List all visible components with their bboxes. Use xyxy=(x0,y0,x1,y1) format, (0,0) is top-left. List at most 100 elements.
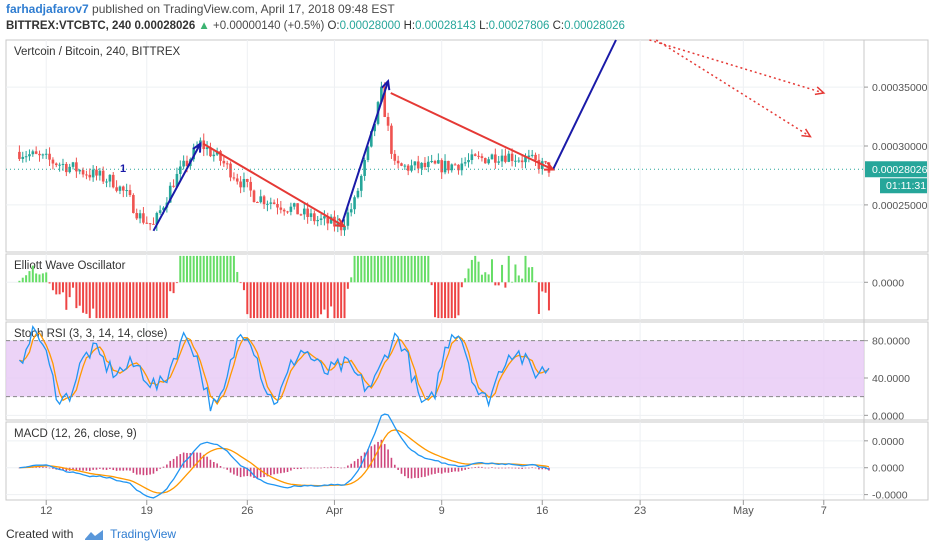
macd-hist-bar xyxy=(383,444,386,468)
candle-body xyxy=(423,162,427,168)
ewo-bar xyxy=(410,255,413,283)
macd-hist-bar xyxy=(333,467,336,469)
ewo-bar xyxy=(521,278,524,283)
ewo-bar xyxy=(175,282,178,284)
macd-hist-bar xyxy=(99,467,101,469)
macd-hist-bar xyxy=(511,467,513,469)
ewo-bar xyxy=(236,271,239,283)
candle-body xyxy=(128,190,132,196)
macd-hist-bar xyxy=(507,467,510,469)
ewo-bar xyxy=(256,282,259,319)
y-tick-label: 0.0000 xyxy=(872,463,904,475)
ewo-bar xyxy=(517,275,520,283)
macd-hist-bar xyxy=(521,467,523,469)
ewo-bar xyxy=(450,282,453,319)
chart-canvas[interactable]: 0.00035000 0.00030000 0.00025000 Vertcoin /… xyxy=(0,0,932,520)
macd-hist-bar xyxy=(122,467,125,471)
macd-hist-bar xyxy=(437,467,440,473)
ewo-bar xyxy=(514,264,517,283)
macd-hist-bar xyxy=(42,466,44,468)
macd-hist-bar xyxy=(434,467,436,474)
ewo-bar xyxy=(497,282,500,286)
macd-hist-bar xyxy=(273,467,275,475)
macd-hist-bar xyxy=(528,467,530,469)
candle-body xyxy=(152,223,155,225)
candle-body xyxy=(219,151,222,161)
candle-body xyxy=(302,208,306,215)
pane-title: Elliott Wave Oscillator xyxy=(14,260,126,272)
open-value: 0.00028000 xyxy=(339,20,401,32)
ewo-bar xyxy=(196,255,199,283)
ewo-bar xyxy=(108,282,111,319)
ewo-bar xyxy=(541,282,544,292)
tradingview-link[interactable]: TradingView xyxy=(110,527,177,541)
ewo-bar xyxy=(72,282,75,288)
candle-body xyxy=(256,202,259,204)
ewo-bar xyxy=(51,282,54,291)
candle-body xyxy=(175,173,179,187)
macd-hist-bar xyxy=(226,467,229,470)
ewo-bar xyxy=(212,255,215,283)
macd-hist-bar xyxy=(350,463,353,468)
macd-hist-bar xyxy=(149,467,151,475)
ewo-bar xyxy=(179,255,182,283)
macd-hist-bar xyxy=(393,464,396,468)
macd-hist-bar xyxy=(544,467,547,470)
macd-hist-bar xyxy=(517,467,520,469)
candle-body xyxy=(61,163,65,165)
macd-hist-bar xyxy=(337,467,339,468)
candle-body xyxy=(262,196,266,205)
ewo-bar xyxy=(222,255,225,283)
ewo-bar xyxy=(494,282,497,286)
ewo-bar xyxy=(430,282,433,286)
macd-hist-bar xyxy=(360,455,363,468)
ewo-bar xyxy=(185,255,188,283)
macd-hist-bar xyxy=(212,462,215,468)
candle-body xyxy=(349,209,353,213)
macd-hist-bar xyxy=(357,458,359,468)
candle-body xyxy=(396,160,400,164)
candle-body xyxy=(41,154,45,156)
candle-body xyxy=(155,212,159,225)
ewo-bar xyxy=(531,267,534,283)
ewo-bar xyxy=(78,282,81,306)
candle-body xyxy=(118,186,122,191)
ewo-bar xyxy=(159,282,162,319)
macd-hist-bar xyxy=(152,467,155,474)
candle-body xyxy=(249,181,252,191)
x-tick-label: 9 xyxy=(439,505,445,517)
macd-hist-bar xyxy=(303,467,306,469)
macd-hist-bar xyxy=(129,467,131,471)
candle-body xyxy=(430,160,433,162)
candle-body xyxy=(65,163,68,173)
macd-hist-bar xyxy=(400,467,403,474)
candle-body xyxy=(447,160,450,171)
macd-hist-bar xyxy=(48,467,51,469)
ewo-bar xyxy=(122,282,125,319)
candle-body xyxy=(148,223,152,225)
macd-hist-bar xyxy=(95,467,98,470)
wave-up-line xyxy=(552,39,617,170)
ewo-bar xyxy=(373,255,376,283)
ewo-bar xyxy=(333,282,336,319)
macd-hist-bar xyxy=(219,466,222,468)
candle-body xyxy=(88,174,92,178)
macd-hist-bar xyxy=(239,467,242,478)
ewo-bar xyxy=(112,282,115,319)
x-tick-label: 16 xyxy=(536,505,548,517)
ewo-bar xyxy=(289,282,292,319)
ewo-bar xyxy=(98,282,101,319)
candle-body xyxy=(443,160,447,173)
author-link[interactable]: farhadjafarov7 xyxy=(6,2,89,16)
candle-body xyxy=(514,160,517,162)
macd-hist-bar xyxy=(142,467,145,476)
macd-hist-bar xyxy=(233,467,235,475)
wave-up-line-arrowhead xyxy=(192,141,202,153)
candle-body xyxy=(336,221,340,227)
wave-up-line-arrowhead xyxy=(381,79,391,91)
ewo-bar xyxy=(82,282,85,313)
macd-hist-bar xyxy=(326,467,329,469)
candle-body xyxy=(316,219,319,222)
macd-hist-bar xyxy=(427,467,430,476)
ewo-bar xyxy=(316,282,319,319)
